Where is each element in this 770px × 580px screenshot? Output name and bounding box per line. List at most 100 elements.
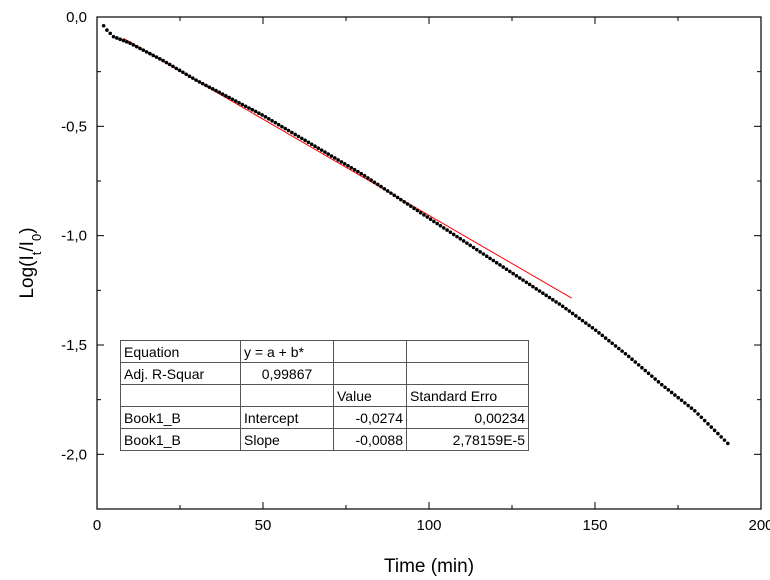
y-tick-label: 0,0 (66, 9, 87, 26)
data-point (108, 31, 113, 36)
data-point (425, 215, 430, 219)
data-point (557, 302, 562, 306)
data-point (181, 70, 185, 75)
y-axis-title-sub-t: t (29, 251, 44, 255)
data-point (626, 354, 631, 359)
data-point (309, 142, 314, 147)
data-point (154, 55, 159, 59)
data-point (577, 316, 581, 321)
data-point (600, 333, 605, 338)
data-point (283, 126, 288, 131)
data-point (286, 128, 291, 133)
data-point (200, 81, 205, 86)
data-point (481, 252, 486, 256)
x-axis-title: Time (min) (384, 556, 474, 577)
table-row: Book1_B Slope -0,0088 2,78159E-5 (120, 428, 529, 451)
data-point (296, 134, 301, 139)
data-point (257, 111, 261, 116)
data-point (266, 117, 271, 121)
data-point (709, 425, 714, 429)
data-point (273, 120, 278, 125)
table-row: Adj. R-Squar 0,99867 (120, 362, 529, 385)
data-point (623, 351, 628, 356)
data-point (567, 309, 572, 313)
data-point (184, 72, 189, 77)
data-point (369, 178, 373, 182)
data-point (336, 158, 340, 162)
data-point (471, 245, 476, 250)
y-tick-label: -1,5 (61, 337, 87, 354)
data-point (673, 393, 677, 397)
data-point (445, 228, 449, 232)
data-point (402, 200, 406, 204)
data-point (593, 328, 598, 333)
data-point (319, 148, 324, 152)
data-point (214, 88, 218, 93)
data-point (349, 165, 354, 170)
data-point (326, 152, 331, 156)
data-point (692, 408, 697, 413)
table-cell (333, 340, 407, 363)
data-point (290, 130, 294, 135)
x-tick-label: 100 (416, 517, 441, 534)
data-point (237, 100, 241, 105)
table-row: Book1_B Intercept -0,0274 0,00234 (120, 406, 529, 429)
data-point (253, 109, 258, 114)
data-point (134, 44, 139, 49)
table-cell: Book1_B (120, 406, 241, 429)
data-point (346, 163, 350, 168)
y-axis-title-part-3: ) (17, 227, 38, 233)
data-point (683, 401, 687, 405)
data-point (362, 173, 367, 178)
data-point (313, 144, 317, 149)
data-point (484, 254, 489, 258)
data-point (422, 213, 426, 217)
y-tick-label: -2,0 (61, 446, 87, 463)
data-point (560, 304, 565, 309)
table-cell: -0,0088 (333, 428, 407, 451)
data-point (224, 94, 228, 98)
data-point (653, 377, 657, 381)
data-point (105, 28, 109, 32)
data-point (699, 415, 704, 420)
data-point (488, 256, 492, 261)
data-point (646, 371, 651, 376)
data-point (118, 37, 122, 42)
data-point (547, 295, 552, 300)
data-point (111, 34, 116, 39)
data-point (233, 99, 238, 103)
table-cell: 2,78159E-5 (406, 428, 529, 451)
table-cell: Equation (120, 340, 241, 363)
table-cell (333, 362, 407, 385)
data-point (455, 234, 459, 239)
data-point (217, 90, 222, 95)
data-point (726, 441, 730, 446)
data-point (603, 336, 608, 340)
data-point (686, 403, 690, 408)
data-point (339, 160, 344, 164)
table-cell: y = a + b* (240, 340, 334, 363)
data-point (187, 74, 192, 79)
data-point (243, 104, 248, 109)
table-cell (406, 362, 529, 385)
data-point (531, 284, 535, 289)
data-point (435, 221, 439, 226)
data-point (441, 226, 446, 230)
data-point (161, 58, 165, 63)
data-point (534, 287, 539, 291)
data-point (164, 60, 169, 65)
data-point (293, 132, 297, 137)
data-point (537, 289, 542, 293)
data-point (679, 398, 684, 403)
data-point (669, 390, 674, 395)
data-point (475, 247, 479, 252)
data-point (270, 118, 274, 123)
data-point (494, 260, 499, 265)
data-point (138, 46, 142, 51)
data-point (544, 293, 548, 298)
data-point (696, 412, 700, 416)
data-point (303, 138, 307, 143)
data-point (498, 263, 502, 267)
data-point (451, 232, 456, 237)
data-point (666, 388, 671, 392)
